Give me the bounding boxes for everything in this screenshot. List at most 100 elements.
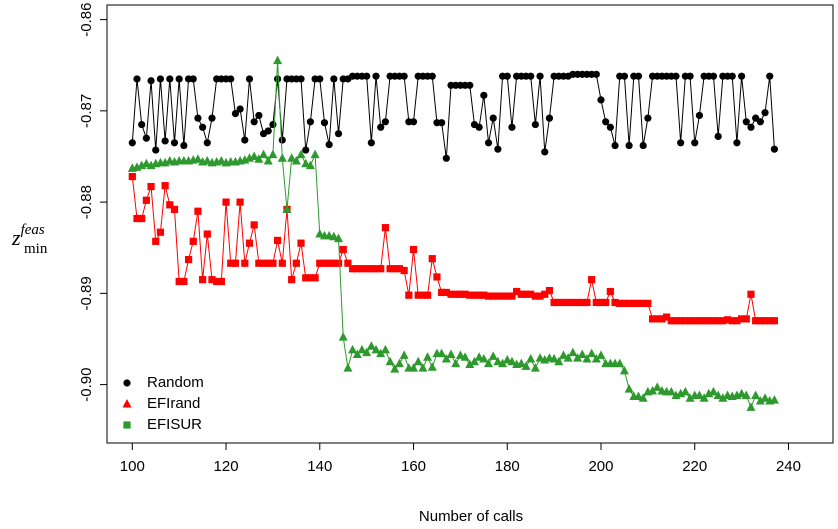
point: [274, 236, 282, 245]
point: [433, 273, 441, 281]
point: [358, 265, 366, 273]
point: [522, 290, 530, 298]
point: [372, 265, 380, 273]
point: [156, 228, 165, 236]
point: [372, 72, 380, 80]
series-line: [131, 176, 775, 322]
point: [446, 349, 456, 358]
point: [141, 158, 151, 168]
point: [216, 156, 226, 165]
point: [311, 274, 319, 282]
point: [409, 363, 419, 372]
point: [770, 145, 779, 153]
point: [484, 292, 493, 300]
point: [536, 292, 544, 300]
point: [161, 137, 169, 145]
point: [568, 347, 578, 357]
point: [371, 344, 381, 354]
point: [255, 111, 263, 120]
point: [310, 149, 320, 159]
point: [719, 317, 727, 325]
point: [203, 139, 211, 147]
point: [470, 291, 479, 299]
point: [156, 75, 165, 83]
point: [597, 298, 605, 307]
point: [227, 75, 235, 83]
point: [573, 298, 582, 307]
point: [452, 290, 460, 298]
point: [325, 259, 333, 267]
point: [222, 198, 230, 206]
y-tick-label: -0.87: [78, 94, 95, 128]
point: [602, 118, 610, 126]
point: [592, 298, 600, 307]
y-tick-label: -0.88: [78, 185, 95, 219]
legend-marker: [122, 399, 132, 408]
point: [231, 109, 240, 118]
point: [152, 237, 160, 245]
point: [638, 393, 648, 402]
point: [147, 182, 155, 191]
point: [250, 221, 258, 229]
point: [241, 136, 249, 144]
point: [531, 120, 539, 129]
point: [526, 354, 536, 363]
point: [695, 317, 704, 325]
point: [747, 290, 755, 298]
point: [320, 259, 329, 267]
point: [377, 265, 385, 273]
y-tick-label: -0.89: [78, 276, 95, 310]
y-label-sup: feas: [21, 222, 45, 238]
point: [208, 276, 216, 284]
point: [489, 292, 497, 300]
point: [442, 154, 450, 162]
point: [502, 354, 512, 364]
point: [302, 274, 310, 282]
point: [437, 348, 447, 358]
point: [686, 72, 694, 80]
point: [339, 245, 347, 254]
point: [409, 245, 418, 254]
point: [527, 290, 535, 298]
point: [329, 231, 339, 241]
point: [705, 317, 713, 325]
point: [588, 276, 596, 284]
point: [672, 72, 680, 80]
point: [386, 265, 394, 273]
point: [441, 354, 451, 363]
point: [484, 139, 493, 147]
point: [316, 75, 324, 83]
y-label-sub: min: [24, 241, 48, 257]
point: [255, 259, 263, 267]
point: [742, 118, 750, 126]
point: [624, 384, 634, 393]
point: [644, 114, 652, 122]
point: [630, 299, 638, 307]
point: [170, 205, 179, 213]
point: [366, 341, 376, 350]
point: [545, 114, 554, 122]
point: [569, 298, 577, 307]
point: [555, 298, 563, 307]
point: [447, 290, 455, 298]
point: [644, 299, 652, 307]
point: [681, 317, 689, 325]
point: [147, 77, 155, 85]
point: [466, 291, 474, 299]
point: [194, 207, 202, 215]
point: [695, 111, 704, 120]
point: [680, 386, 690, 396]
point: [277, 153, 287, 162]
point: [287, 153, 297, 162]
point: [577, 349, 587, 358]
point: [292, 259, 300, 267]
point: [755, 396, 765, 405]
point: [545, 287, 554, 295]
point: [413, 356, 423, 366]
point: [249, 151, 259, 160]
point: [653, 315, 661, 323]
point: [652, 382, 662, 391]
point: [686, 317, 694, 325]
point: [213, 277, 221, 286]
point: [334, 259, 343, 267]
